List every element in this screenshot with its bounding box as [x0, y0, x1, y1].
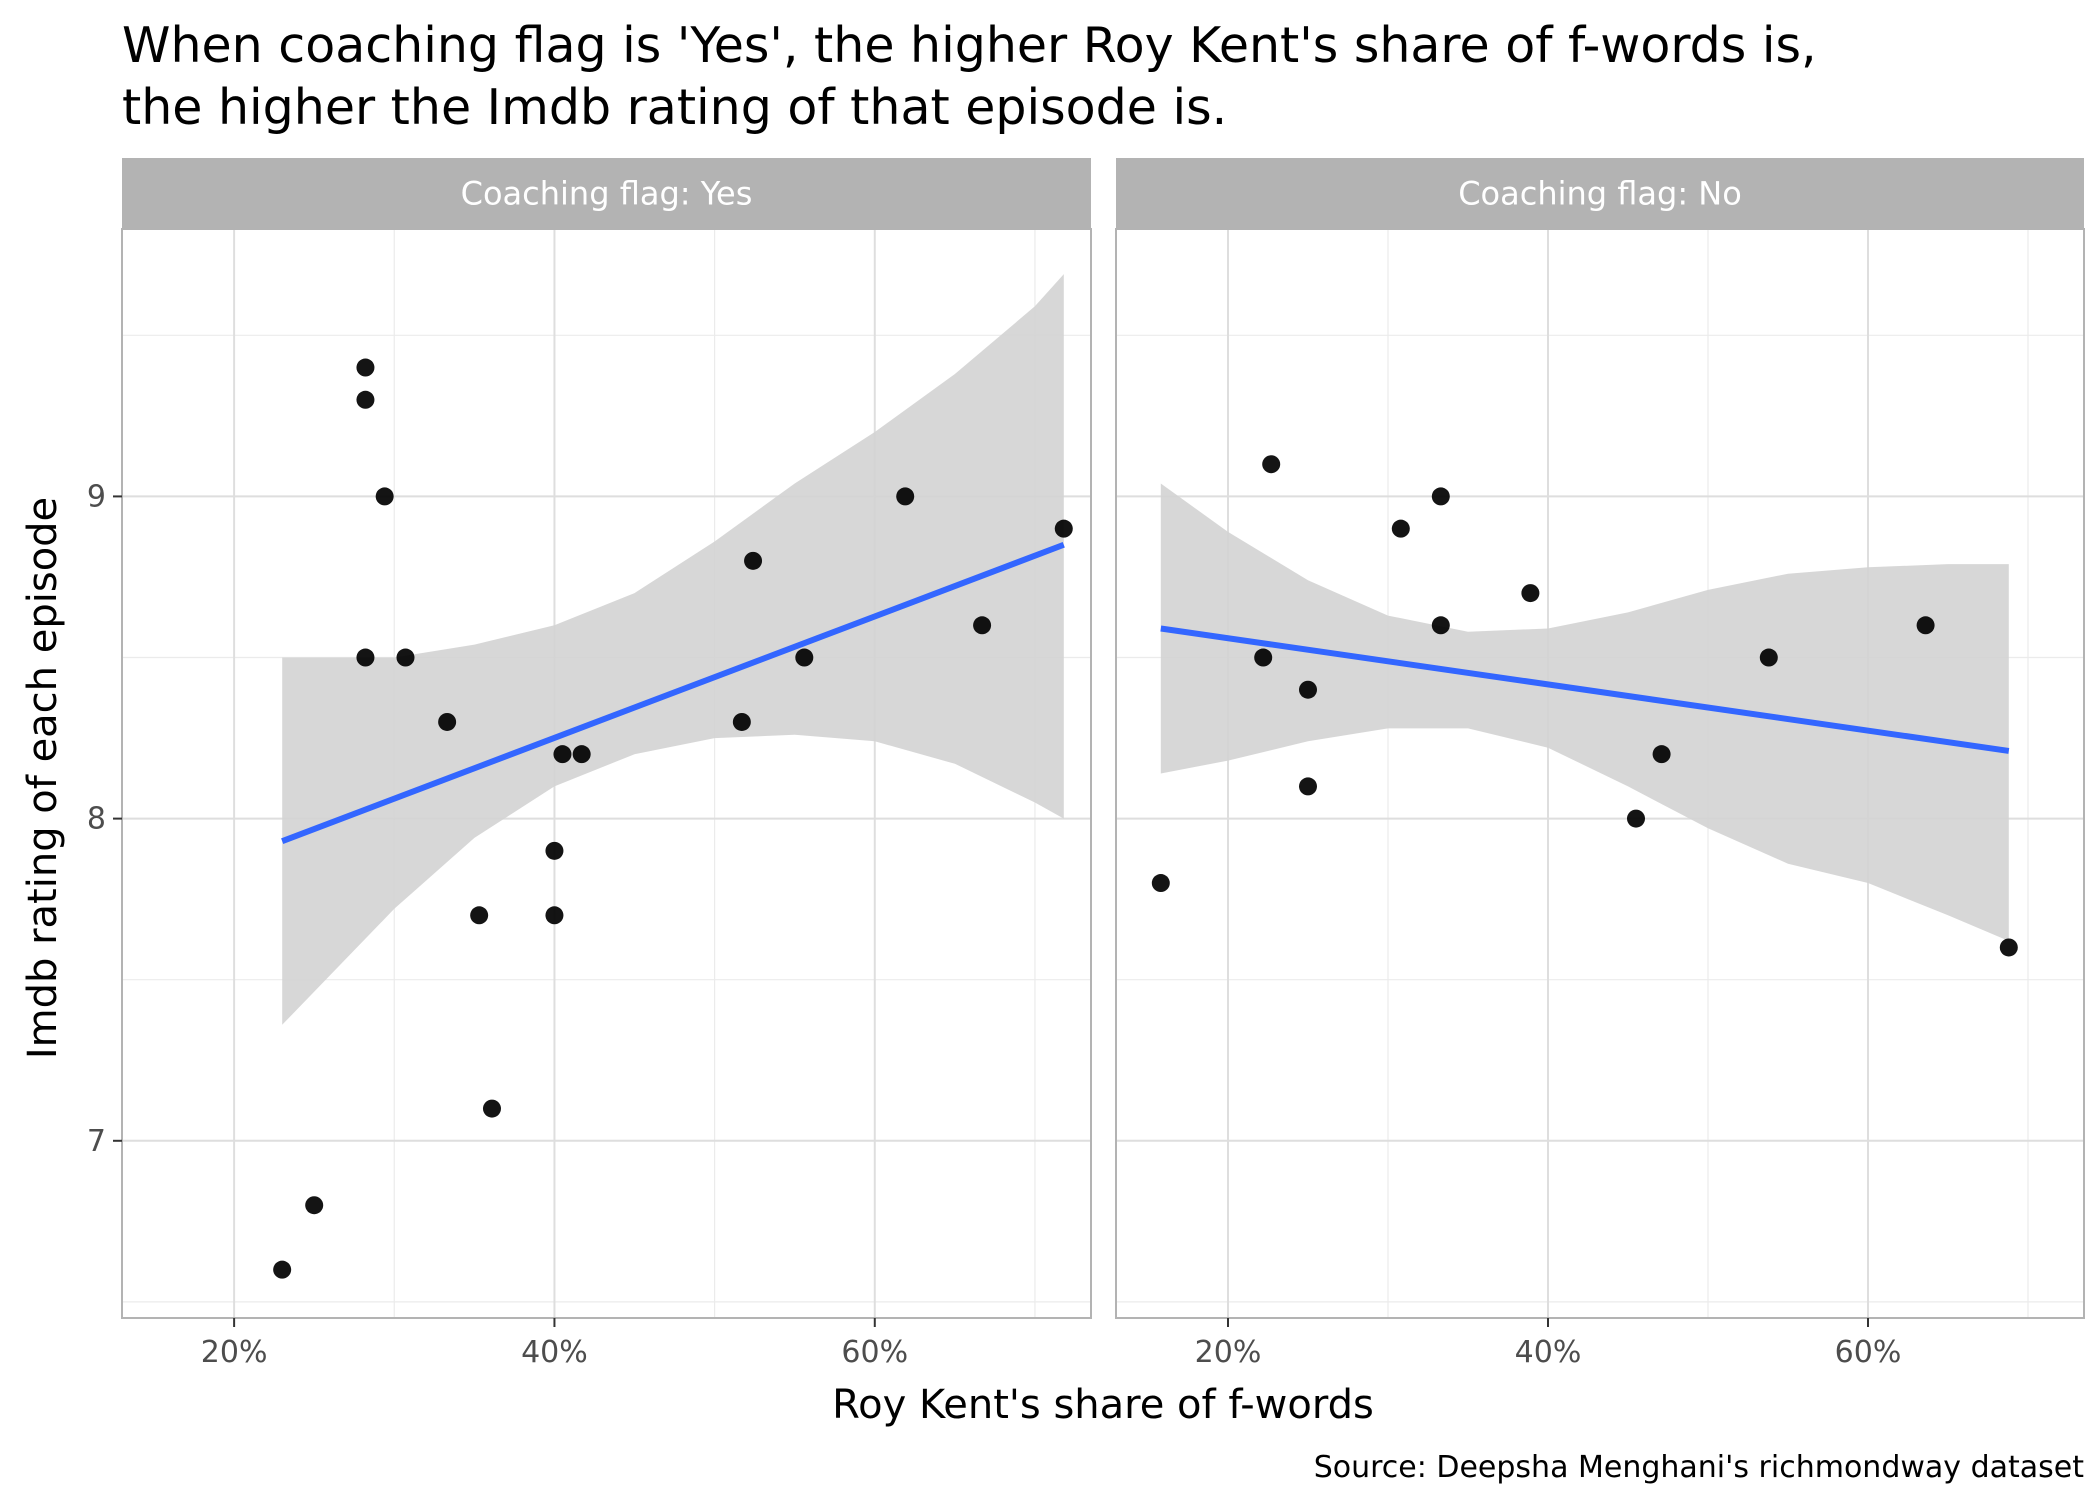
x-tick-label: 40% [521, 1335, 588, 1370]
confidence-band [1160, 483, 2009, 941]
chart-title-line-1: When coaching flag is 'Yes', the higher … [122, 17, 1817, 74]
data-point [482, 1099, 501, 1118]
confidence-band [282, 274, 1064, 1025]
data-point [1262, 455, 1281, 474]
data-point [572, 745, 591, 764]
y-tick-label: 9 [87, 479, 106, 514]
data-point [1759, 648, 1778, 667]
data-point [1521, 584, 1540, 603]
x-tick-label: 20% [1195, 1335, 1262, 1370]
y-axis-title: Imdb rating of each episode [20, 497, 66, 1059]
x-tick-label: 60% [1835, 1335, 1902, 1370]
data-point [1254, 648, 1273, 667]
data-point [356, 648, 375, 667]
facet-strip-label: Coaching flag: No [1458, 175, 1742, 213]
y-tick-label: 8 [87, 802, 106, 837]
data-point [356, 390, 375, 409]
data-point [1391, 519, 1410, 538]
trend-line [281, 541, 1065, 844]
facet-strip [122, 158, 1091, 229]
trend-line [1160, 625, 2010, 754]
data-point [396, 648, 415, 667]
chart-caption: Source: Deepsha Menghani's richmondway d… [1314, 1450, 2085, 1485]
data-point [1299, 777, 1317, 796]
facet-panel-2: Coaching flag: No 20% 40% 60% [1115, 158, 2085, 1370]
data-point [545, 906, 564, 925]
data-point [470, 906, 489, 925]
data-point [273, 1260, 292, 1279]
data-point [375, 487, 394, 506]
data-point [438, 712, 457, 731]
data-point [1916, 616, 1935, 635]
x-tick-label: 40% [1515, 1335, 1582, 1370]
y-tick-label: 7 [87, 1124, 106, 1159]
data-point [744, 551, 763, 570]
data-point [1652, 745, 1671, 764]
data-point [1299, 680, 1317, 699]
data-point [1999, 938, 2018, 957]
data-point [896, 487, 915, 506]
data-point [553, 745, 572, 764]
x-tick-label: 60% [841, 1335, 908, 1370]
data-point [795, 648, 814, 667]
x-tick-label: 20% [201, 1335, 268, 1370]
data-point [1431, 487, 1450, 506]
data-point [732, 712, 751, 731]
data-point [973, 616, 992, 635]
facet-panel-1: Coaching flag: Yes 20% 40% 60% 7 8 9 [87, 158, 1092, 1370]
facet-strip-label: Coaching flag: Yes [461, 175, 753, 213]
data-point [1627, 809, 1645, 828]
chart-title-line-2: the higher the Imdb rating of that episo… [122, 79, 1227, 136]
data-point [1054, 519, 1073, 538]
data-point [545, 841, 564, 860]
data-point [305, 1196, 324, 1215]
data-point [1151, 874, 1170, 893]
facet-strip [1116, 158, 2084, 229]
x-axis-title: Roy Kent's share of f-words [832, 1382, 1374, 1428]
data-point [1431, 616, 1450, 635]
data-point [356, 358, 375, 377]
